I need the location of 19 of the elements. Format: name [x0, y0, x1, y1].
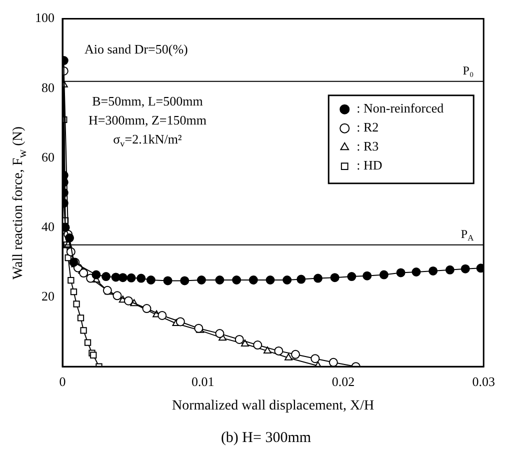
x-tick-label: 0 — [59, 374, 66, 389]
x-tick-label: 0.01 — [192, 374, 214, 389]
y-tick-label: 80 — [42, 80, 54, 95]
legend-label: : R3 — [356, 138, 379, 154]
text: (b) H= 300mm — [220, 430, 312, 447]
x-tick-label: 0.02 — [332, 374, 355, 389]
ref-line-label: P₀ — [462, 64, 474, 78]
y-tick-label: 40 — [42, 218, 54, 234]
legend-label: : R2 — [356, 120, 379, 135]
annotation: H=300mm, Z=150mm — [88, 112, 206, 128]
legend-label: : Non-reinforced — [356, 100, 444, 116]
y-tick-label: 100 — [35, 10, 54, 26]
y-tick-label: 60 — [42, 149, 54, 164]
x-axis-title: Normalized wall displacement, X/H — [172, 398, 374, 414]
annotation: Aio sand Dr=50(%) — [84, 42, 188, 57]
y-tick-label: 20 — [42, 288, 54, 304]
x-tick-label: 0.03 — [472, 374, 495, 389]
legend-label: : HD — [356, 158, 382, 173]
annotation: B=50mm, L=500mm — [92, 94, 203, 109]
